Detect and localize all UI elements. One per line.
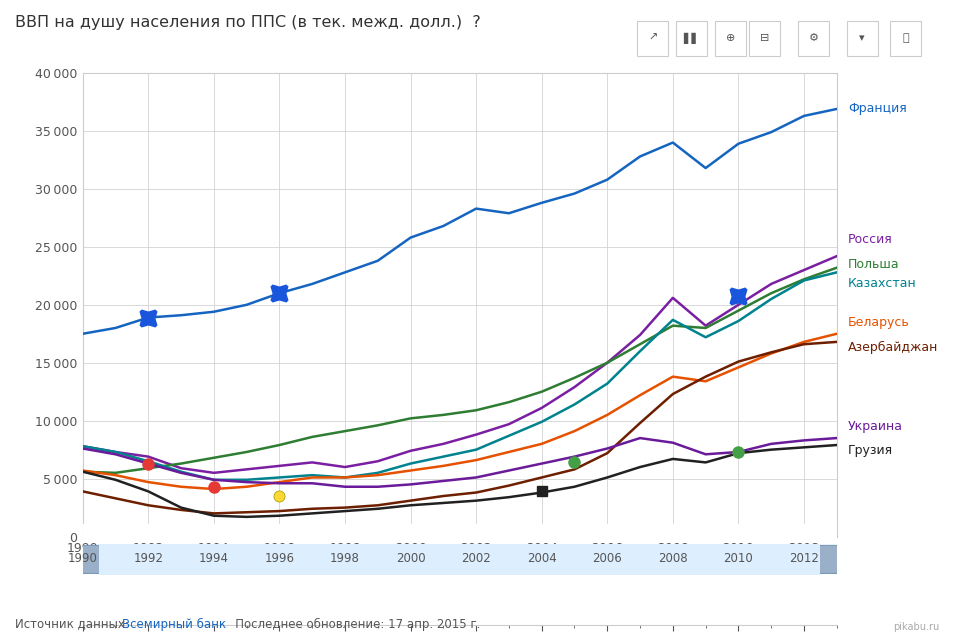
Text: ▾: ▾ — [859, 33, 865, 43]
Text: ⊕: ⊕ — [726, 33, 736, 43]
Text: ⊟: ⊟ — [760, 33, 770, 43]
Text: pikabu.ru: pikabu.ru — [892, 622, 939, 632]
Text: Франция: Франция — [847, 102, 907, 116]
Text: Россия: Россия — [847, 233, 892, 246]
Text: ↗: ↗ — [648, 33, 658, 43]
Text: ⛓: ⛓ — [903, 33, 909, 43]
Text: Источник данных:: Источник данных: — [15, 618, 132, 631]
Text: Всемирный банк: Всемирный банк — [122, 617, 226, 631]
FancyBboxPatch shape — [75, 545, 107, 573]
Text: ⚙: ⚙ — [809, 33, 818, 43]
Text: Беларусь: Беларусь — [847, 316, 910, 329]
Text: ▌▌: ▌▌ — [683, 32, 701, 44]
FancyBboxPatch shape — [812, 545, 845, 573]
Text: Украина: Украина — [847, 420, 903, 434]
Text: Грузия: Грузия — [847, 444, 893, 457]
Text: ВВП на душу населения по ППС (в тек. межд. долл.)  ?: ВВП на душу населения по ППС (в тек. меж… — [15, 15, 481, 30]
Text: Азербайджан: Азербайджан — [847, 341, 938, 354]
Text: Последнее обновление: 17 апр. 2015 г.: Последнее обновление: 17 апр. 2015 г. — [224, 617, 480, 631]
Text: Казахстан: Казахстан — [847, 277, 917, 290]
Text: Польша: Польша — [847, 258, 899, 271]
